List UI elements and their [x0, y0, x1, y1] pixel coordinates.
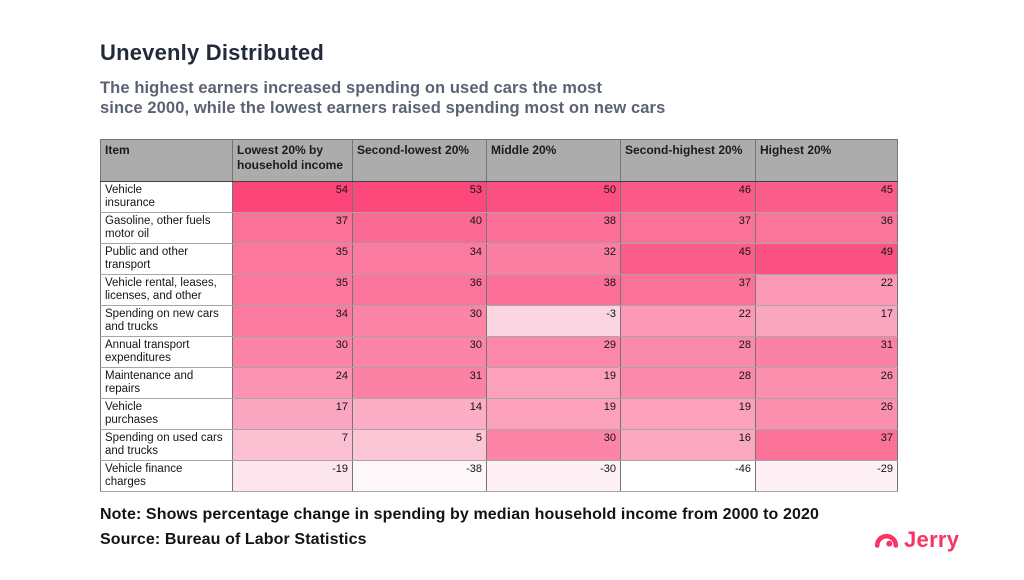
value-cell: 45 — [755, 181, 898, 213]
value-cell: 37 — [620, 274, 756, 306]
value-cell: -46 — [620, 460, 756, 492]
spending-heatmap-table: Item Lowest 20% by household income Second… — [100, 139, 898, 492]
table-row: Vehicle finance charges -19 -38 -30 -46 -29 — [100, 460, 898, 492]
value-cell: 38 — [486, 274, 621, 306]
value-cell: 30 — [352, 336, 487, 368]
value-cell: 32 — [486, 243, 621, 275]
value-cell: 19 — [620, 398, 756, 430]
column-header: Middle 20% — [486, 139, 621, 182]
item-cell: Annual transport expenditures — [100, 336, 233, 368]
value-cell: 30 — [232, 336, 353, 368]
value-cell: 28 — [620, 367, 756, 399]
value-cell: 31 — [352, 367, 487, 399]
value-cell: 26 — [755, 398, 898, 430]
value-cell: 5 — [352, 429, 487, 461]
item-cell: Maintenance and repairs — [100, 367, 233, 399]
value-cell: 36 — [352, 274, 487, 306]
column-header: Second-highest 20% — [620, 139, 756, 182]
value-cell: 22 — [755, 274, 898, 306]
column-header: Highest 20% — [755, 139, 898, 182]
value-cell: 28 — [620, 336, 756, 368]
item-cell: Vehicle rental, leases, licenses, and ot… — [100, 274, 233, 306]
value-cell: -38 — [352, 460, 487, 492]
note-text: Note: Shows percentage change in spendin… — [100, 506, 819, 523]
value-cell: 37 — [232, 212, 353, 244]
value-cell: 7 — [232, 429, 353, 461]
value-cell: 16 — [620, 429, 756, 461]
column-header: Second-lowest 20% — [352, 139, 487, 182]
value-cell: 50 — [486, 181, 621, 213]
table-header-row: Item Lowest 20% by household income Second… — [100, 139, 898, 182]
source-text: Source: Bureau of Labor Statistics — [100, 531, 367, 548]
column-header-item: Item — [100, 139, 233, 182]
jerry-logo-text: Jerry — [904, 527, 960, 552]
table-row: Vehicle insurance 54 53 50 46 45 — [100, 181, 898, 213]
item-cell: Vehicle purchases — [100, 398, 233, 430]
value-cell: 38 — [486, 212, 621, 244]
value-cell: 17 — [755, 305, 898, 337]
value-cell: 34 — [352, 243, 487, 275]
chart-subtitle: The highest earners increased spending o… — [100, 79, 666, 117]
item-cell: Vehicle finance charges — [100, 460, 233, 492]
table-body: Vehicle insurance 54 53 50 46 45 Gasoline, oth… — [100, 181, 898, 492]
value-cell: 19 — [486, 398, 621, 430]
value-cell: -30 — [486, 460, 621, 492]
value-cell: 31 — [755, 336, 898, 368]
page-title: Unevenly Distributed — [100, 40, 325, 65]
value-cell: 54 — [232, 181, 353, 213]
value-cell: 36 — [755, 212, 898, 244]
value-cell: 30 — [486, 429, 621, 461]
item-cell: Public and other transport — [100, 243, 233, 275]
value-cell: 37 — [755, 429, 898, 461]
jerry-logo: Jerry — [874, 527, 959, 553]
value-cell: 37 — [620, 212, 756, 244]
table-row: Gasoline, other fuels motor oil 37 40 38 37 3… — [100, 212, 898, 244]
value-cell: 22 — [620, 305, 756, 337]
value-cell: 14 — [352, 398, 487, 430]
table-row: Maintenance and repairs 24 31 19 28 26 — [100, 367, 898, 399]
value-cell: 26 — [755, 367, 898, 399]
value-cell: 35 — [232, 274, 353, 306]
value-cell: -3 — [486, 305, 621, 337]
table-row: Spending on used cars and trucks 7 5 30 16 37 — [100, 429, 898, 461]
value-cell: 49 — [755, 243, 898, 275]
value-cell: 46 — [620, 181, 756, 213]
item-cell: Vehicle insurance — [100, 181, 233, 213]
value-cell: 34 — [232, 305, 353, 337]
value-cell: 45 — [620, 243, 756, 275]
item-cell: Spending on new cars and trucks — [100, 305, 233, 337]
jerry-logo-icon — [874, 529, 899, 551]
table-row: Spending on new cars and trucks 34 30 -3 22 1… — [100, 305, 898, 337]
value-cell: 40 — [352, 212, 487, 244]
table-row: Annual transport expenditures 30 30 29 28 31 — [100, 336, 898, 368]
value-cell: 35 — [232, 243, 353, 275]
column-header: Lowest 20% by household income — [232, 139, 353, 182]
value-cell: 30 — [352, 305, 487, 337]
table-row: Vehicle purchases 17 14 19 19 26 — [100, 398, 898, 430]
value-cell: 53 — [352, 181, 487, 213]
value-cell: -19 — [232, 460, 353, 492]
table-row: Public and other transport 35 34 32 45 49 — [100, 243, 898, 275]
value-cell: 29 — [486, 336, 621, 368]
value-cell: 19 — [486, 367, 621, 399]
table-row: Vehicle rental, leases, licenses, and ot… — [100, 274, 898, 306]
value-cell: 24 — [232, 367, 353, 399]
value-cell: 17 — [232, 398, 353, 430]
item-cell: Gasoline, other fuels motor oil — [100, 212, 233, 244]
item-cell: Spending on used cars and trucks — [100, 429, 233, 461]
value-cell: -29 — [755, 460, 898, 492]
